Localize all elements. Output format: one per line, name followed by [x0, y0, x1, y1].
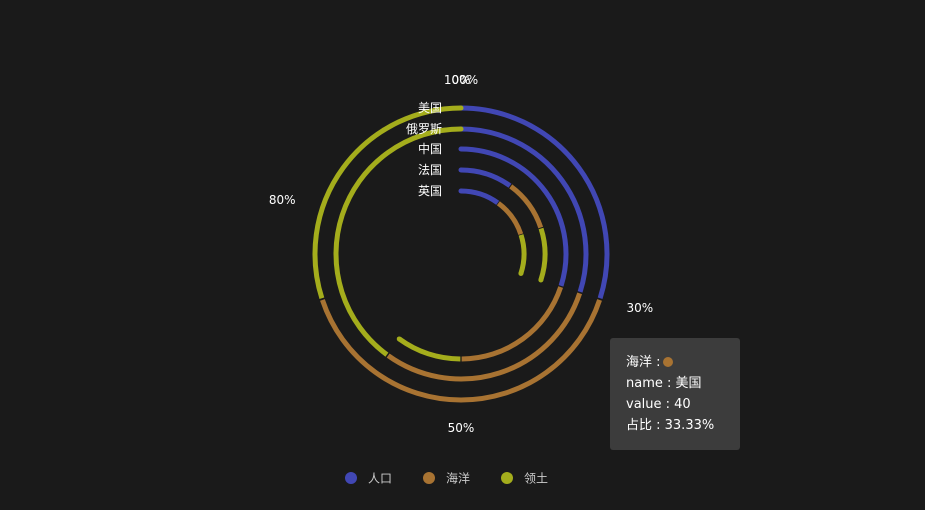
angle-tick-label-2: 50%: [448, 421, 475, 435]
bar-cap-4-0: [458, 188, 464, 194]
legend-label-2: 领土: [524, 472, 548, 486]
tooltip-name: name : 美国: [626, 376, 702, 391]
bar-segment-3-2[interactable]: [538, 227, 548, 281]
angle-tick-label-3: 80%: [269, 193, 296, 207]
bar-segment-0-1[interactable]: [320, 299, 602, 403]
tooltip-series-line: 海洋 :: [626, 352, 724, 373]
tooltip-value: value : 40: [626, 397, 691, 412]
category-label-3: 法国: [418, 163, 442, 177]
bar-cap-0-2: [458, 105, 464, 111]
bar-cap-3-2: [538, 277, 544, 283]
category-label-0: 美国: [418, 101, 442, 115]
bar-segment-1-1[interactable]: [386, 292, 583, 382]
bar-segment-2-2[interactable]: [397, 336, 461, 362]
legend-marker-2: [501, 472, 513, 484]
bar-segment-0-2[interactable]: [312, 105, 462, 300]
bar-segment-4-1[interactable]: [496, 201, 524, 236]
legend-marker-1: [423, 472, 435, 484]
bar-segment-1-0[interactable]: [460, 126, 589, 293]
category-label-4: 英国: [418, 184, 442, 198]
bar-cap-2-0: [458, 146, 464, 152]
tooltip-color-dot: [662, 357, 673, 367]
bar-cap-2-2: [396, 336, 402, 342]
bar-segment-3-0[interactable]: [460, 167, 512, 188]
bar-segment-2-1[interactable]: [461, 286, 564, 362]
bar-segment-4-2[interactable]: [518, 234, 527, 275]
bars-layer: [312, 105, 610, 403]
category-label-2: 中国: [418, 141, 442, 156]
legend: 人口 海洋 领土: [345, 471, 548, 486]
legend-item-0[interactable]: 人口: [345, 472, 392, 486]
legend-item-1[interactable]: 海洋: [423, 471, 470, 486]
angle-tick-label-4: 100%: [444, 73, 478, 87]
tooltip: 海洋 : name : 美国 value : 40 占比 : 33.33%: [610, 338, 740, 450]
legend-item-2[interactable]: 领土: [501, 472, 548, 486]
angle-tick-label-1: 30%: [627, 301, 654, 315]
legend-label-0: 人口: [368, 472, 392, 486]
bar-segment-0-0[interactable]: [460, 105, 610, 300]
bar-segment-4-0[interactable]: [460, 188, 500, 205]
bar-cap-4-2: [518, 270, 524, 276]
legend-marker-0: [345, 472, 357, 484]
tooltip-series: 海洋 :: [626, 355, 661, 370]
legend-label-1: 海洋: [446, 471, 470, 486]
bar-cap-3-0: [458, 167, 464, 173]
tooltip-ratio: 占比 : 33.33%: [626, 418, 715, 433]
angle-ticks-layer: 0% 30% 50% 80% 100%: [269, 73, 653, 435]
bar-segment-1-2[interactable]: [333, 126, 462, 357]
bar-segment-2-0[interactable]: [460, 146, 569, 287]
bar-cap-1-2: [458, 126, 464, 132]
bar-segment-3-1[interactable]: [509, 184, 544, 229]
angle-tick-label-0: 0%: [451, 73, 470, 87]
category-label-1: 俄罗斯: [406, 122, 442, 136]
